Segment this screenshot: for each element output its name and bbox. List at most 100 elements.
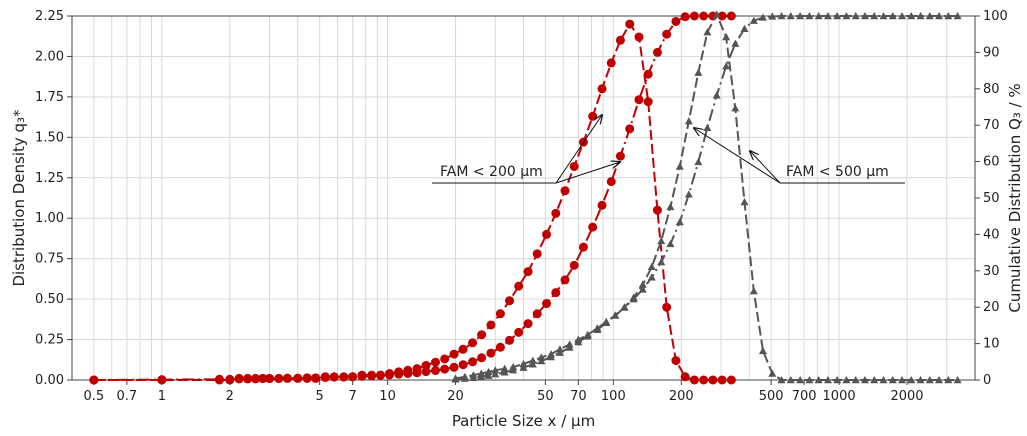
x-tick-label: 7 (348, 389, 356, 404)
data-point (625, 124, 635, 134)
data-point (468, 338, 478, 348)
data-point (689, 375, 699, 385)
data-point (469, 371, 478, 379)
annotation: FAM < 200 µm (432, 115, 620, 184)
data-point (953, 376, 962, 384)
axes: 0.5 0.7 1 2 5 7 10 20 50 70 100 200 500 700 1000 20000.… (35, 9, 1008, 404)
data-point (606, 177, 616, 187)
data-point (500, 368, 509, 376)
data-point (925, 376, 934, 384)
data-point (514, 281, 524, 291)
data-point (532, 309, 542, 319)
data-point (671, 356, 681, 366)
data-point (588, 222, 598, 232)
data-point (684, 117, 693, 125)
data-point (860, 12, 869, 20)
data-point (851, 376, 860, 384)
data-point (537, 357, 546, 365)
y-right-tick-label: 80 (983, 82, 1000, 97)
y-left-tick-label: 2.25 (35, 9, 64, 24)
data-point (357, 370, 367, 380)
data-point (505, 296, 515, 306)
x-tick-label: 0.7 (117, 389, 138, 404)
data-point (537, 353, 546, 361)
data-point (805, 376, 814, 384)
data-point (329, 372, 339, 382)
data-point (805, 12, 814, 20)
data-point (274, 373, 284, 383)
data-point (722, 62, 731, 70)
data-point (412, 364, 422, 374)
data-point (528, 360, 537, 368)
data-point (823, 12, 832, 20)
data-point (486, 320, 496, 330)
y-left-tick-label: 0.75 (35, 252, 64, 267)
data-point (519, 363, 528, 371)
data-point (662, 29, 672, 39)
data-point (796, 12, 805, 20)
data-point (458, 360, 468, 370)
y-left-axis-title: Distribution Density q₃* (10, 109, 28, 287)
data-point (833, 12, 842, 20)
data-point (675, 162, 684, 170)
y-left-tick-label: 0.50 (35, 292, 64, 307)
series-fam200-density (89, 19, 736, 385)
data-point (560, 275, 570, 285)
data-point (528, 356, 537, 364)
data-point (258, 373, 268, 383)
data-point (495, 309, 505, 319)
data-point (666, 239, 675, 248)
data-point (870, 376, 879, 384)
data-point (842, 376, 851, 384)
data-point (542, 299, 552, 309)
data-point (491, 370, 500, 378)
data-point (282, 373, 292, 383)
data-point (542, 229, 552, 239)
data-point (477, 330, 487, 340)
data-point (157, 375, 167, 385)
data-point (777, 376, 786, 384)
data-point (647, 262, 656, 270)
data-point (484, 371, 493, 379)
data-point (588, 111, 598, 121)
y-right-tick-label: 10 (983, 337, 1000, 352)
y-right-tick-label: 30 (983, 264, 1000, 279)
data-point (547, 350, 556, 358)
data-point (638, 285, 647, 293)
y-left-tick-label: 2.00 (35, 49, 64, 64)
data-point (740, 24, 749, 32)
data-point (708, 375, 718, 385)
data-point (851, 12, 860, 20)
data-point (888, 376, 897, 384)
data-point (634, 32, 644, 42)
data-point (593, 324, 602, 332)
data-point (768, 369, 777, 377)
annotation: FAM < 500 µm (694, 128, 905, 184)
data-point (523, 267, 533, 277)
y-right-tick-label: 70 (983, 118, 1000, 133)
data-point (703, 123, 712, 131)
y-right-tick-label: 60 (983, 155, 1000, 170)
data-point (523, 319, 533, 329)
data-point (717, 11, 727, 21)
data-point (671, 16, 681, 26)
data-point (740, 198, 749, 206)
annotation-arrow (555, 162, 620, 184)
data-point (647, 273, 656, 281)
data-point (468, 357, 478, 367)
data-point (717, 375, 727, 385)
data-point (814, 12, 823, 20)
data-point (339, 372, 349, 382)
x-tick-label: 500 (759, 389, 784, 404)
data-point (680, 372, 690, 382)
data-point (842, 12, 851, 20)
y-right-tick-label: 50 (983, 191, 1000, 206)
data-point (944, 12, 953, 20)
data-point (560, 186, 570, 196)
data-point (234, 373, 244, 383)
data-point (777, 12, 786, 20)
data-point (935, 376, 944, 384)
data-point (311, 373, 321, 383)
data-point (574, 335, 583, 343)
